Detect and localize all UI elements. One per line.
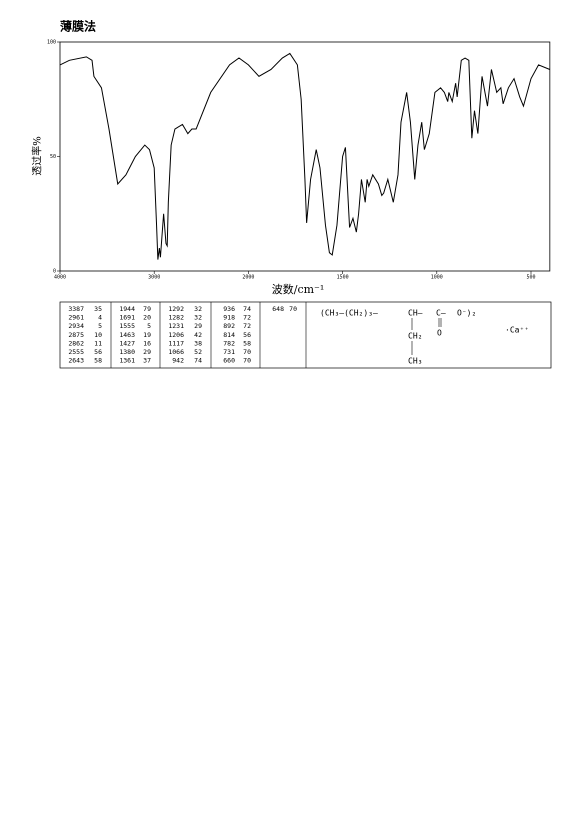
wavenumber: 731 bbox=[223, 348, 235, 356]
wavenumber: 2862 bbox=[68, 339, 84, 347]
transmittance: 74 bbox=[194, 357, 202, 365]
branch: CH₃ bbox=[408, 357, 422, 366]
spectrum-line bbox=[59, 52, 551, 260]
wavenumber: 1066 bbox=[168, 348, 184, 356]
structure-part: C— bbox=[436, 309, 446, 318]
transmittance: 32 bbox=[194, 305, 202, 313]
wavenumber: 942 bbox=[172, 357, 184, 365]
branch: CH₂ bbox=[408, 332, 422, 341]
transmittance: 20 bbox=[143, 314, 151, 322]
transmittance: 58 bbox=[94, 357, 102, 365]
wavenumber: 1117 bbox=[168, 339, 184, 347]
wavenumber: 1463 bbox=[119, 331, 135, 339]
transmittance: 5 bbox=[98, 322, 102, 330]
x-tick-label: 1000 bbox=[431, 275, 443, 281]
transmittance: 72 bbox=[243, 314, 251, 322]
wavenumber: 660 bbox=[223, 357, 235, 365]
transmittance: 29 bbox=[143, 348, 151, 356]
wavenumber: 918 bbox=[223, 314, 235, 322]
wavenumber: 1944 bbox=[119, 305, 135, 313]
counterion: ·Ca⁺⁺ bbox=[505, 326, 529, 335]
wavenumber: 2555 bbox=[68, 348, 84, 356]
transmittance: 56 bbox=[243, 331, 251, 339]
wavenumber: 2643 bbox=[68, 357, 84, 365]
transmittance: 58 bbox=[243, 339, 251, 347]
transmittance: 70 bbox=[243, 357, 251, 365]
transmittance: 11 bbox=[94, 339, 102, 347]
carbonyl-o: O bbox=[437, 329, 442, 338]
wavenumber: 1231 bbox=[168, 322, 184, 330]
wavenumber: 1380 bbox=[119, 348, 135, 356]
transmittance: 42 bbox=[194, 331, 202, 339]
wavenumber: 782 bbox=[223, 339, 235, 347]
x-tick-label: 4000 bbox=[54, 275, 66, 281]
wavenumber: 1292 bbox=[168, 305, 184, 313]
wavenumber: 1361 bbox=[119, 357, 135, 365]
transmittance: 56 bbox=[94, 348, 102, 356]
transmittance: 79 bbox=[143, 305, 151, 313]
structure-part: O⁻)₂ bbox=[457, 309, 476, 318]
transmittance: 72 bbox=[243, 322, 251, 330]
wavenumber: 892 bbox=[223, 322, 235, 330]
wavenumber: 814 bbox=[223, 331, 235, 339]
wavenumber: 648 bbox=[272, 305, 284, 313]
transmittance: 4 bbox=[98, 314, 102, 322]
structure-part: (CH₃—(CH₂)₃— bbox=[320, 309, 378, 318]
x-tick-label: 3000 bbox=[148, 275, 160, 281]
transmittance: 70 bbox=[289, 305, 297, 313]
wavenumber: 1206 bbox=[168, 331, 184, 339]
transmittance: 74 bbox=[243, 305, 251, 313]
y-tick-label: 100 bbox=[47, 40, 56, 46]
wavenumber: 1427 bbox=[119, 339, 135, 347]
transmittance: 52 bbox=[194, 348, 202, 356]
x-axis-label: 波数/cm⁻¹ bbox=[272, 283, 325, 296]
x-tick-label: 1500 bbox=[337, 275, 349, 281]
structure-part: CH— bbox=[408, 309, 423, 318]
transmittance: 5 bbox=[147, 322, 151, 330]
wavenumber: 2961 bbox=[68, 314, 84, 322]
wavenumber: 3387 bbox=[68, 305, 84, 313]
y-tick-label: 50 bbox=[50, 154, 56, 160]
transmittance: 37 bbox=[143, 357, 151, 365]
wavenumber: 1691 bbox=[119, 314, 135, 322]
wavenumber: 936 bbox=[223, 305, 235, 313]
y-tick-label: 0 bbox=[53, 269, 56, 275]
transmittance: 29 bbox=[194, 322, 202, 330]
transmittance: 16 bbox=[143, 339, 151, 347]
x-tick-label: 2000 bbox=[242, 275, 254, 281]
transmittance: 32 bbox=[194, 314, 202, 322]
y-axis-label: 透过率% bbox=[31, 136, 44, 176]
wavenumber: 1555 bbox=[119, 322, 135, 330]
wavenumber: 1282 bbox=[168, 314, 184, 322]
plot-frame bbox=[59, 41, 551, 272]
wavenumber: 2934 bbox=[68, 322, 84, 330]
chart-title: 薄膜法 bbox=[60, 19, 96, 34]
plot-area: 0 50 100 4000 3000 2000 1500 1000 500 bbox=[47, 40, 551, 281]
transmittance: 38 bbox=[194, 339, 202, 347]
x-tick-label: 500 bbox=[526, 275, 535, 281]
transmittance: 35 bbox=[94, 305, 102, 313]
table-border bbox=[59, 301, 552, 369]
transmittance: 70 bbox=[243, 348, 251, 356]
structure: (CH₃—(CH₂)₃— CH— C— O⁻)₂ O CH₂ CH₃ ·Ca⁺⁺ bbox=[320, 309, 529, 366]
transmittance: 10 bbox=[94, 331, 102, 339]
transmittance: 19 bbox=[143, 331, 151, 339]
wavenumber: 2875 bbox=[68, 331, 84, 339]
